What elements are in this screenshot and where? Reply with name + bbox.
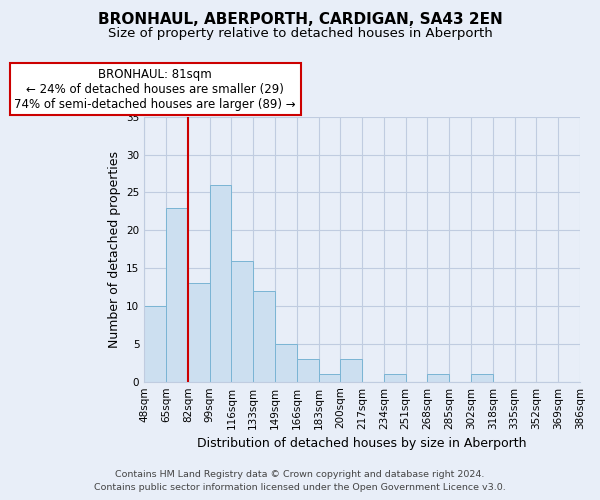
Bar xyxy=(232,260,253,382)
Bar xyxy=(166,208,188,382)
Bar xyxy=(253,291,275,382)
Text: BRONHAUL, ABERPORTH, CARDIGAN, SA43 2EN: BRONHAUL, ABERPORTH, CARDIGAN, SA43 2EN xyxy=(98,12,502,28)
Text: Size of property relative to detached houses in Aberporth: Size of property relative to detached ho… xyxy=(107,28,493,40)
Bar xyxy=(297,359,319,382)
Bar xyxy=(384,374,406,382)
Bar xyxy=(340,359,362,382)
Bar xyxy=(275,344,297,382)
Text: Contains HM Land Registry data © Crown copyright and database right 2024.
Contai: Contains HM Land Registry data © Crown c… xyxy=(94,470,506,492)
Bar xyxy=(209,185,232,382)
Bar xyxy=(144,306,166,382)
Y-axis label: Number of detached properties: Number of detached properties xyxy=(107,150,121,348)
Bar xyxy=(319,374,340,382)
X-axis label: Distribution of detached houses by size in Aberporth: Distribution of detached houses by size … xyxy=(197,437,527,450)
Text: BRONHAUL: 81sqm
← 24% of detached houses are smaller (29)
74% of semi-detached h: BRONHAUL: 81sqm ← 24% of detached houses… xyxy=(14,68,296,110)
Bar xyxy=(188,284,209,382)
Bar xyxy=(427,374,449,382)
Bar xyxy=(471,374,493,382)
